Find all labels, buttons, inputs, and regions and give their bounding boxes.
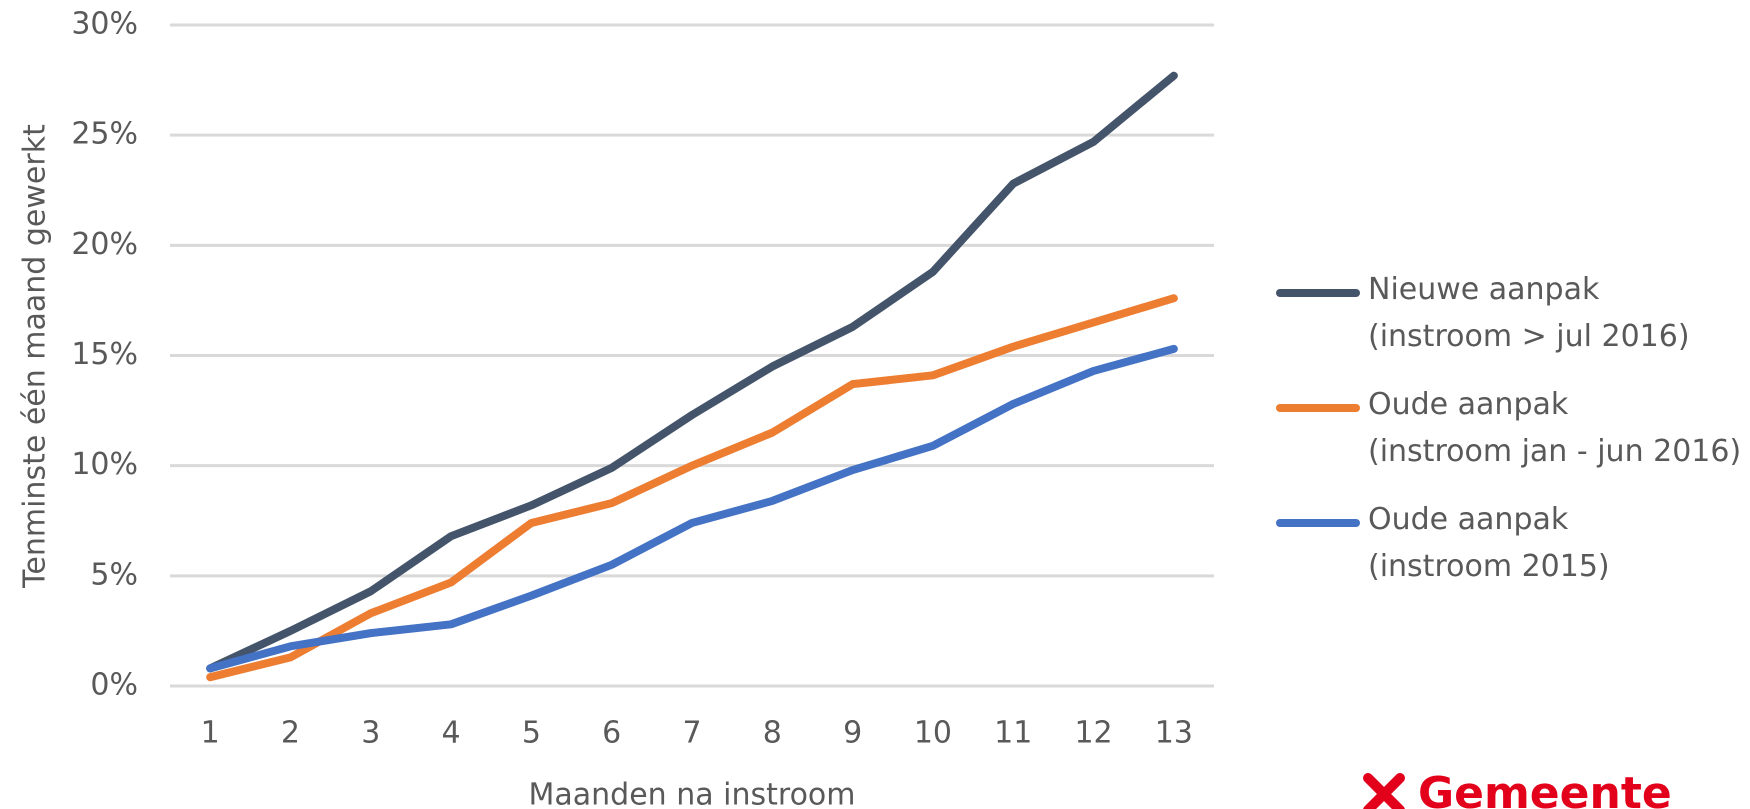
y-tick-label: 25% xyxy=(71,117,138,152)
logo-text: Gemeente xyxy=(1418,768,1672,809)
x-tick-label: 11 xyxy=(994,716,1032,751)
x-tick-label: 7 xyxy=(682,716,701,751)
x-tick-label: 4 xyxy=(442,716,461,751)
x-tick-label: 8 xyxy=(763,716,782,751)
y-tick-label: 15% xyxy=(71,337,138,372)
x-tick-label: 9 xyxy=(843,716,862,751)
x-axis-title: Maanden na instroom xyxy=(529,778,856,809)
x-tick-label: 1 xyxy=(201,716,220,751)
legend-entry: Nieuwe aanpak (instroom > jul 2016) xyxy=(1276,272,1690,360)
y-tick-label: 30% xyxy=(71,7,138,42)
legend-entry: Oude aanpak (instroom 2015) xyxy=(1276,502,1610,590)
y-tick-label: 0% xyxy=(90,668,138,703)
y-axis-title: Tenminste één maand gewerkt xyxy=(18,124,53,589)
x-tick-label: 6 xyxy=(602,716,621,751)
x-tick-label: 2 xyxy=(281,716,300,751)
x-tick-label: 12 xyxy=(1074,716,1112,751)
x-tick-label: 13 xyxy=(1155,716,1193,751)
legend-label: Nieuwe aanpak (instroom > jul 2016) xyxy=(1368,272,1690,354)
legend-swatch xyxy=(1276,404,1360,412)
y-tick-label: 10% xyxy=(71,447,138,482)
series-line xyxy=(206,344,1178,673)
x-tick-label: 5 xyxy=(522,716,541,751)
legend-swatch xyxy=(1276,519,1360,527)
legend-label: Oude aanpak (instroom 2015) xyxy=(1368,502,1610,584)
x-tick-label: 10 xyxy=(914,716,952,751)
legend-label: Oude aanpak (instroom jan - jun 2016) xyxy=(1368,387,1742,469)
legend-swatch xyxy=(1276,289,1360,297)
x-tick-label: 3 xyxy=(361,716,380,751)
series-line xyxy=(206,71,1178,673)
y-tick-label: 20% xyxy=(71,227,138,262)
series-line xyxy=(206,294,1178,682)
legend-entry: Oude aanpak (instroom jan - jun 2016) xyxy=(1276,387,1741,475)
logo-cross xyxy=(1363,772,1405,809)
logo: Gemeente xyxy=(1362,768,1672,809)
y-tick-label: 5% xyxy=(90,557,138,592)
